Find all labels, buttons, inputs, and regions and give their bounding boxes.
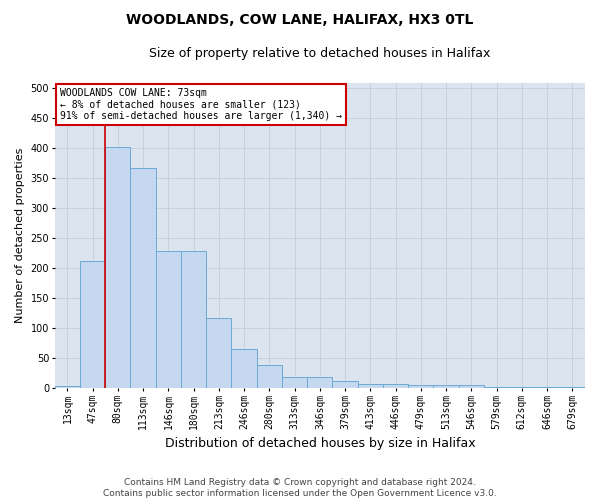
Bar (282, 377, 307, 388)
Bar (484, 386, 509, 388)
Bar (560, 386, 585, 388)
Bar (257, 364, 282, 388)
Bar (80, 261, 105, 388)
Bar (383, 384, 408, 388)
Y-axis label: Number of detached properties: Number of detached properties (15, 148, 25, 323)
Bar (156, 250, 181, 388)
Bar (332, 382, 358, 388)
X-axis label: Distribution of detached houses by size in Halifax: Distribution of detached houses by size … (164, 437, 475, 450)
Bar (535, 386, 560, 388)
Title: Size of property relative to detached houses in Halifax: Size of property relative to detached ho… (149, 48, 491, 60)
Bar (232, 349, 257, 388)
Bar (206, 318, 232, 388)
Bar (459, 385, 484, 388)
Text: Contains HM Land Registry data © Crown copyright and database right 2024.
Contai: Contains HM Land Registry data © Crown c… (103, 478, 497, 498)
Bar (307, 377, 332, 388)
Bar (55, 386, 80, 388)
Bar (105, 146, 130, 388)
Bar (408, 385, 433, 388)
Bar (509, 386, 535, 388)
Bar (358, 384, 383, 388)
Bar (130, 168, 156, 388)
Bar (433, 385, 459, 388)
Text: WOODLANDS COW LANE: 73sqm
← 8% of detached houses are smaller (123)
91% of semi-: WOODLANDS COW LANE: 73sqm ← 8% of detach… (60, 88, 342, 122)
Text: WOODLANDS, COW LANE, HALIFAX, HX3 0TL: WOODLANDS, COW LANE, HALIFAX, HX3 0TL (127, 12, 473, 26)
Bar (181, 250, 206, 388)
